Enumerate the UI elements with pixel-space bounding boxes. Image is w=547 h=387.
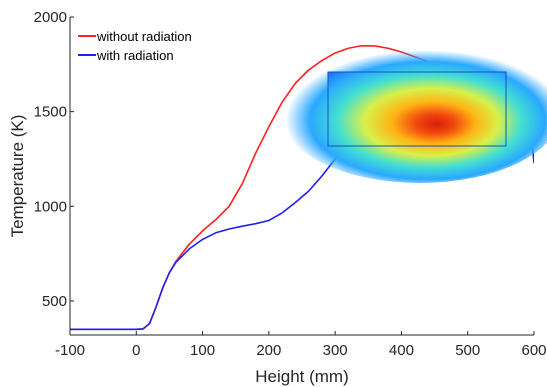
x-axis-label: Height (mm) [255, 367, 349, 386]
x-tick-label: 0 [132, 342, 140, 359]
legend-label-with-radiation: with radiation [96, 48, 174, 63]
y-axis-label: Temperature (K) [8, 115, 27, 238]
x-tick-label: 400 [389, 342, 414, 359]
legend: without radiation with radiation [78, 29, 192, 63]
x-tick-label: 200 [256, 342, 281, 359]
axes-layer: -100 0 100 200 300 400 500 600 500 1000 1500 2000 [34, 9, 547, 359]
x-tick-label: 600 [521, 342, 546, 359]
x-tick-label: 500 [455, 342, 480, 359]
y-tick-label: 2000 [34, 9, 67, 26]
y-tick-label: 1000 [34, 198, 67, 215]
heatmap-inset [280, 43, 547, 183]
x-tick-label: 300 [323, 342, 348, 359]
y-tick-label: 1500 [34, 104, 67, 121]
x-tick-label: -100 [55, 342, 85, 359]
y-tick-label: 500 [42, 293, 67, 310]
legend-label-without-radiation: without radiation [96, 29, 192, 44]
x-tick-label: 100 [190, 342, 215, 359]
